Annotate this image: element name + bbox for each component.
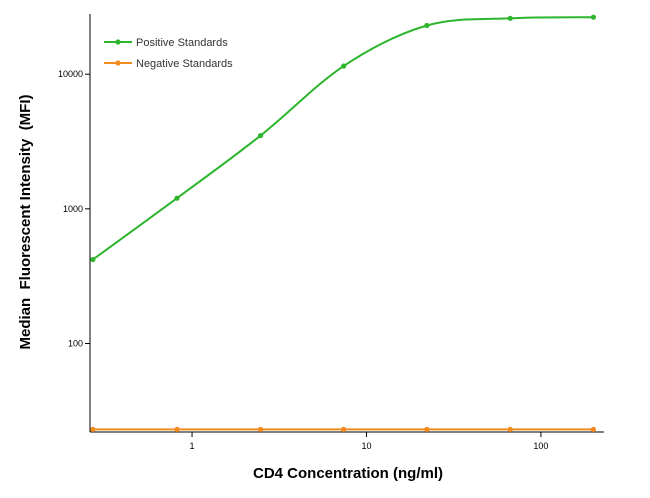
series-0-point-4 [424,22,430,29]
series-0-point-0 [90,256,96,263]
series-0-point-3 [341,63,347,69]
legend-label-positive: Positive Standards [136,37,228,49]
series-1-point-0 [90,426,96,433]
legend-item-negative: Negative Standards [104,58,233,70]
series-0-point-1 [174,195,180,201]
legend-marker-negative [115,60,121,66]
x-tick-label-2: 100 [533,441,548,451]
series-line-0 [92,16,594,261]
x-axis-title: CD4 Concentration (ng/ml) [253,465,443,482]
y-tick-label-1: 1000 [63,204,83,214]
x-tick-label-0: 1 [190,441,195,451]
y-tick-label-2: 10000 [58,69,83,79]
series [90,14,597,433]
series-1-point-4 [424,426,430,433]
series-0-point-2 [257,132,264,139]
legend-marker-positive [115,39,121,45]
y-tick-label-0: 100 [68,338,83,348]
ticks: 1 10 100 100 1000 10000 [58,69,548,451]
series-1-point-5 [507,426,513,433]
series-1-point-2 [257,426,264,433]
y-axis-title: Median Fluorescent Intensity (MFI) [17,94,34,349]
legend-item-positive: Positive Standards [104,37,228,49]
series-0-point-5 [507,15,513,21]
legend: Positive Standards Negative Standards [104,37,233,70]
series-1-point-6 [590,426,597,433]
legend-label-negative: Negative Standards [136,58,233,70]
series-1-point-1 [174,426,180,433]
series-0-point-6 [590,14,597,20]
series-1-point-3 [341,426,347,433]
x-tick-label-1: 10 [361,441,371,451]
